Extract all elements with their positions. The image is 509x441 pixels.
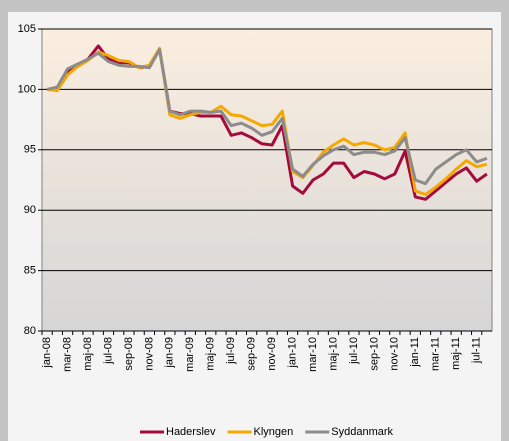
x-tick-label: maj-08 bbox=[82, 337, 94, 371]
x-tick-label: maj-09 bbox=[205, 337, 217, 371]
y-tick-label: 95 bbox=[24, 144, 36, 156]
series-line bbox=[46, 46, 488, 196]
y-tick-label: 90 bbox=[24, 204, 36, 216]
legend-label: Haderslev bbox=[166, 426, 216, 438]
legend-label: Syddanmark bbox=[331, 426, 393, 438]
x-tick-label: mar-11 bbox=[430, 337, 442, 371]
x-tick-label: nov-09 bbox=[266, 337, 278, 371]
x-tick-label: mar-10 bbox=[307, 337, 319, 372]
y-tick-label: 100 bbox=[18, 83, 36, 95]
x-tick-label: sep-09 bbox=[246, 337, 258, 371]
x-tick-label: mar-08 bbox=[61, 337, 73, 372]
x-tick-label: jul-08 bbox=[102, 337, 114, 365]
x-tick-label: sep-08 bbox=[123, 337, 135, 371]
y-tick-label: 80 bbox=[24, 325, 36, 337]
y-tick-label: 85 bbox=[24, 265, 36, 277]
x-tick-label: maj-11 bbox=[450, 337, 462, 370]
y-tick-label: 105 bbox=[18, 23, 36, 35]
x-tick-label: jul-11 bbox=[471, 337, 483, 364]
x-tick-label: jan-09 bbox=[164, 337, 176, 369]
x-tick-label: jul-09 bbox=[225, 337, 237, 365]
x-tick-label: jan-10 bbox=[286, 337, 298, 369]
plot-area bbox=[41, 28, 493, 332]
x-tick-label: mar-09 bbox=[184, 337, 196, 372]
x-tick-label: nov-08 bbox=[143, 337, 155, 371]
series-line bbox=[46, 48, 488, 186]
x-tick-label: nov-10 bbox=[389, 337, 401, 371]
x-tick-label: jan-08 bbox=[41, 337, 53, 369]
x-tick-label: sep-10 bbox=[368, 337, 380, 371]
x-tick-label: maj-10 bbox=[327, 337, 339, 371]
x-tick-label: jul-10 bbox=[348, 337, 360, 365]
x-tick-label: jan-11 bbox=[409, 337, 421, 368]
legend-label: Klyngen bbox=[254, 426, 294, 438]
